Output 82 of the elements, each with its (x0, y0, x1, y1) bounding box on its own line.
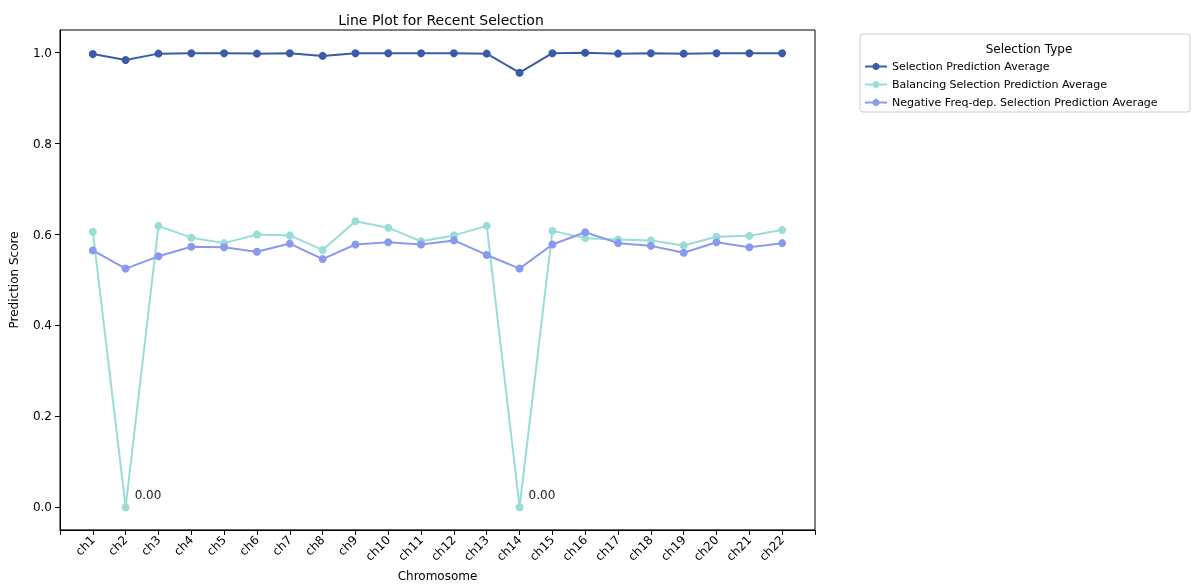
data-label: 0.00 (528, 488, 556, 503)
point (548, 226, 557, 235)
point (548, 49, 557, 58)
point (712, 238, 721, 247)
point (581, 48, 590, 57)
legend-title: Selection Type (985, 42, 1073, 56)
point (88, 50, 97, 59)
point (252, 49, 261, 58)
data-label: 0.00 (134, 488, 162, 503)
x-tick-label: ch3 (138, 532, 164, 559)
y-tick-label: 0.0 (32, 500, 52, 515)
point (712, 49, 721, 58)
y-axis-title: Prediction Score (7, 231, 21, 329)
point (318, 255, 327, 264)
y-tick-label: 0.2 (32, 409, 52, 424)
point (121, 56, 130, 64)
point (351, 49, 360, 58)
point (679, 248, 688, 257)
x-tick-label: ch8 (302, 532, 328, 559)
point (220, 243, 229, 252)
y-tick-label: 1.0 (32, 45, 52, 60)
legend-label: Balancing Selection Prediction Average (892, 78, 1108, 91)
point (318, 245, 327, 254)
point (614, 49, 623, 58)
point (515, 68, 524, 77)
x-tick-label: ch1 (72, 532, 98, 559)
point (778, 49, 787, 58)
legend-label: Negative Freq-dep. Selection Prediction Average (892, 96, 1158, 109)
x-tick-label: ch7 (269, 532, 295, 559)
point (646, 241, 655, 250)
point (88, 246, 97, 255)
x-tick-label: ch2 (105, 532, 131, 559)
point (154, 252, 163, 261)
x-axis-title: Chromosome (397, 569, 478, 583)
point (88, 227, 97, 236)
point (482, 250, 491, 259)
y-tick-label: 0.4 (32, 318, 52, 333)
point (351, 240, 360, 249)
point (384, 49, 393, 58)
point (285, 239, 294, 248)
point (548, 240, 557, 249)
point (252, 230, 261, 239)
point (187, 49, 196, 58)
point (745, 231, 754, 240)
point (154, 221, 163, 230)
x-tick-label: ch4 (170, 532, 197, 559)
point (778, 225, 787, 234)
point (515, 503, 524, 512)
point (285, 49, 294, 58)
point (220, 49, 229, 58)
point (384, 223, 393, 232)
point (679, 241, 688, 250)
point (417, 49, 426, 58)
point (384, 238, 393, 247)
point (482, 221, 491, 230)
x-tick-label: ch6 (236, 532, 262, 559)
chart-title: Line Plot for Recent Selection (338, 12, 544, 28)
point (614, 239, 623, 248)
point (351, 217, 360, 226)
point (482, 49, 491, 58)
point (187, 242, 196, 251)
point (679, 49, 688, 58)
point (646, 49, 655, 58)
point (318, 51, 327, 60)
point (515, 264, 524, 273)
legend-label: Selection Prediction Average (892, 60, 1050, 73)
point (778, 239, 787, 248)
point (187, 233, 196, 242)
point (581, 228, 590, 237)
x-tick-label: ch5 (203, 532, 230, 559)
point (154, 49, 163, 58)
point (285, 231, 294, 240)
point (121, 503, 130, 512)
point (121, 264, 130, 273)
point (449, 236, 458, 245)
point (449, 49, 458, 58)
point (252, 247, 261, 256)
y-tick-label: 0.6 (32, 227, 52, 242)
point (745, 49, 754, 58)
x-tick-label: ch9 (335, 532, 361, 559)
point (745, 243, 754, 252)
y-tick-label: 0.8 (32, 136, 52, 151)
